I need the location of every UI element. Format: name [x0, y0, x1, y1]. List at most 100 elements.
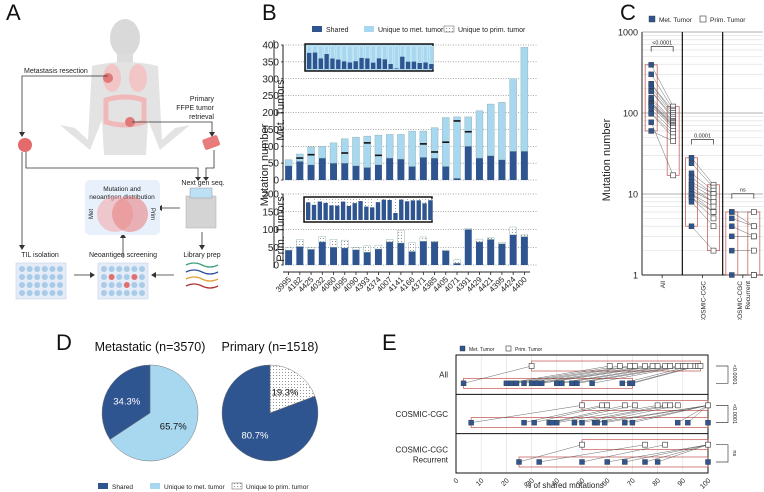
x-tick-label: COSMIC-CGC: [701, 281, 708, 320]
pair-line: [691, 193, 714, 213]
met-bar-segment: [487, 103, 495, 156]
well: [41, 282, 48, 288]
pair-line: [629, 365, 696, 384]
met-bar-segment: [296, 161, 304, 180]
met-range-box: [725, 211, 739, 276]
pair-line: [534, 405, 608, 423]
prim-point: [662, 363, 668, 369]
metastasis-lesion-icon: [103, 73, 113, 83]
pie-slice-label: 34.3%: [113, 397, 140, 408]
well: [26, 282, 33, 288]
pair-line: [651, 99, 674, 122]
well: [123, 282, 130, 288]
p-value-label: ns: [740, 188, 746, 194]
met-point: [559, 380, 565, 387]
pair-line: [651, 87, 674, 115]
met-bar-segment: [374, 164, 382, 180]
prim-point: [579, 402, 585, 409]
prim-point: [710, 215, 717, 222]
y-tick-label: 0: [273, 261, 279, 272]
inset-bar-shared: [411, 61, 417, 69]
met-range-box: [518, 456, 709, 468]
pair-line: [581, 444, 666, 463]
met-bar-segment: [341, 138, 349, 164]
row-label: All: [439, 371, 448, 380]
legend-label: Met. Tumor: [659, 17, 693, 24]
panel-b-ylabel: Mutation number: [259, 123, 271, 206]
prim-point: [697, 363, 704, 369]
human-body-figure: [60, 19, 190, 155]
inset-bar-shared: [352, 203, 357, 220]
prim-point: [649, 363, 656, 369]
y-tick-label: 350: [262, 57, 279, 68]
well: [49, 266, 56, 272]
met-point: [648, 111, 654, 117]
pair-line: [731, 226, 754, 237]
pair-line: [651, 104, 674, 127]
met-bar-segment: [475, 110, 484, 159]
panel-b-met-subplot-label: Met. Tumors: [275, 79, 287, 141]
inset-bar-shared: [341, 61, 347, 69]
pair-line: [691, 157, 714, 185]
met-point: [648, 119, 654, 125]
p-value-label: ns: [731, 450, 737, 456]
prim-bar-segment: [487, 239, 495, 265]
pair-line: [632, 365, 698, 384]
pair-line: [622, 365, 691, 384]
met-point: [629, 419, 636, 426]
well: [108, 290, 115, 296]
met-bar-segment: [509, 78, 517, 152]
pair-line: [677, 405, 709, 423]
prim-bar-segment: [296, 246, 304, 265]
y-tick-label: 0: [273, 176, 279, 187]
prim-bar-segment: [419, 241, 427, 265]
met-point: [554, 380, 560, 387]
well: [108, 274, 115, 280]
inset-bar-shared: [336, 59, 341, 69]
prim-point: [751, 233, 757, 240]
prim-bar-segment: [498, 242, 506, 244]
x-tick-label: 30: [526, 477, 537, 488]
x-tick-label: 40: [551, 477, 562, 488]
y-tick-label: 150: [262, 125, 279, 136]
well: [49, 274, 56, 280]
prim-bar-segment: [408, 242, 416, 252]
legend-label: Prim. Tumor: [710, 17, 746, 24]
legend-label: Unique to met. tumor: [164, 484, 226, 491]
pair-line: [592, 365, 686, 384]
met-point: [629, 380, 636, 387]
prim-point: [751, 247, 757, 254]
inset-bar-shared: [340, 201, 346, 220]
x-tick-label: Recurrent: [745, 281, 752, 310]
pair-line: [651, 91, 674, 119]
screening-plate-icon: [97, 262, 149, 300]
pair-line: [651, 90, 674, 117]
pair-line: [651, 102, 674, 125]
met-point: [705, 459, 711, 465]
prim-bar-segment: [397, 242, 405, 265]
legend-swatch: [459, 345, 466, 352]
met-point: [648, 62, 654, 68]
prim-bar-segment: [341, 247, 349, 265]
pair-line: [691, 177, 714, 195]
pair-line: [518, 444, 583, 463]
inset-bar-shared: [335, 205, 340, 220]
well: [101, 282, 107, 288]
well: [41, 290, 48, 296]
pair-line: [541, 365, 658, 384]
prim-point: [751, 209, 757, 215]
pair-line: [463, 365, 532, 384]
prim-bar-segment: [307, 247, 315, 250]
inset-bar-shared: [428, 200, 433, 220]
met-point: [642, 459, 648, 465]
y-tick-label: 100: [262, 142, 279, 153]
pair-line: [691, 173, 714, 191]
venn-met-label: Met: [89, 209, 95, 219]
met-point: [589, 380, 595, 387]
pair-line: [651, 103, 674, 126]
met-point: [536, 459, 542, 465]
well: [131, 274, 138, 280]
inset-bar-shared: [306, 202, 311, 220]
inset-bar-shared: [376, 58, 382, 69]
primary-label-1: Primary: [190, 96, 215, 103]
